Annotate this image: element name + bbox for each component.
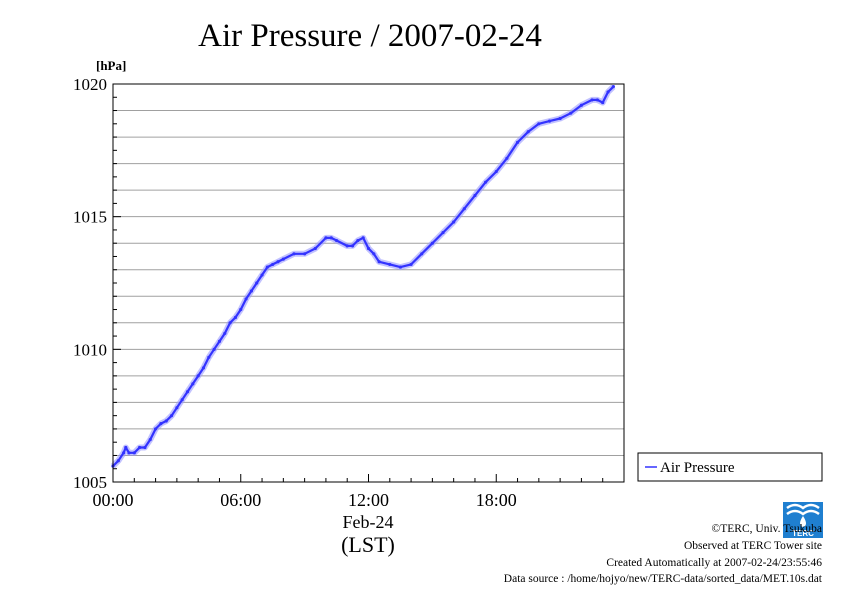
footer-created: Created Automatically at 2007-02-24/23:5… (606, 557, 822, 569)
data-point (124, 445, 128, 450)
data-point (196, 374, 200, 378)
data-point (345, 244, 349, 248)
data-point (148, 437, 152, 442)
data-point (547, 119, 552, 123)
data-point (313, 246, 317, 251)
legend: Air Pressure (637, 452, 823, 482)
data-point (430, 241, 434, 245)
data-point (228, 321, 232, 325)
x-tick-label: 18:00 (476, 490, 517, 510)
terc-logo: TERC (783, 502, 823, 538)
data-point (122, 451, 126, 455)
plot-frame (112, 83, 625, 483)
data-point (185, 390, 190, 394)
data-point (233, 315, 238, 320)
data-point (558, 116, 562, 121)
data-point (132, 451, 136, 455)
data-point (590, 98, 594, 102)
data-point (143, 445, 147, 450)
data-point (526, 130, 530, 134)
data-point (324, 236, 328, 240)
data-point (606, 90, 610, 94)
data-point (175, 406, 179, 410)
data-point (201, 366, 206, 370)
data-point (191, 382, 195, 386)
data-point (249, 289, 253, 293)
data-point (127, 451, 131, 455)
x-axis-timezone-label: (LST) (341, 532, 395, 557)
data-point (569, 111, 573, 115)
y-tick-label: 1015 (73, 208, 107, 227)
data-point (356, 238, 360, 243)
data-point (462, 207, 466, 211)
data-point (334, 238, 339, 243)
data-point (366, 246, 371, 251)
data-point (601, 100, 605, 105)
data-point (265, 265, 269, 269)
data-point (398, 265, 403, 269)
logo-text: TERC (792, 529, 814, 538)
data-point (350, 244, 355, 248)
data-point (164, 419, 168, 423)
legend-box (637, 452, 823, 482)
y-tick-label: 1005 (73, 473, 107, 492)
chart-title: Air Pressure / 2007-02-24 (198, 18, 542, 54)
x-tick-label: 12:00 (348, 490, 389, 510)
data-point (153, 427, 158, 431)
footer-copyright: ©TERC, Univ. Tsukuba (711, 523, 822, 535)
data-point (595, 98, 599, 102)
data-point (409, 262, 413, 267)
data-point (473, 193, 477, 198)
data-point (441, 230, 445, 235)
footer-observed: Observed at TERC Tower site (683, 540, 822, 552)
legend-label: Air Pressure (660, 460, 735, 476)
series-line (112, 85, 615, 467)
y-tick-label: 1010 (73, 340, 107, 359)
data-point (420, 252, 424, 256)
x-tick-label: 00:00 (92, 490, 133, 510)
x-tick-label: 06:00 (220, 490, 261, 510)
x-axis-date-label: Feb-24 (343, 512, 394, 532)
footer-source: Data source : /home/hojyo/new/TERC-data/… (503, 573, 822, 585)
data-point (223, 331, 227, 336)
series-band (110, 84, 616, 469)
data-point (329, 236, 333, 240)
data-point (484, 180, 488, 184)
data-point (452, 220, 456, 224)
data-point (159, 422, 163, 426)
data-point (292, 252, 296, 256)
data-point (494, 169, 498, 174)
y-axis-label: [hPa] (96, 58, 126, 73)
data-point (303, 252, 307, 256)
data-point (244, 297, 248, 301)
data-point (212, 347, 216, 351)
plot-area (110, 83, 625, 483)
data-point (361, 236, 365, 240)
data-point (260, 273, 264, 277)
data-point (180, 398, 184, 402)
data-point (388, 262, 392, 267)
data-point (207, 355, 211, 359)
data-point (372, 252, 376, 256)
data-point (255, 281, 259, 285)
data-point (271, 262, 275, 267)
data-point (611, 85, 615, 89)
data-point (276, 260, 280, 264)
data-point (505, 156, 509, 160)
data-point (377, 260, 381, 264)
data-point (537, 122, 541, 126)
data-point (116, 459, 120, 463)
data-point (169, 414, 174, 418)
y-tick-label: 1020 (73, 75, 107, 94)
data-point (239, 307, 243, 312)
data-point (138, 445, 142, 450)
data-point (579, 103, 584, 107)
data-point (281, 257, 285, 261)
data-point (515, 140, 520, 144)
data-point (217, 339, 222, 343)
